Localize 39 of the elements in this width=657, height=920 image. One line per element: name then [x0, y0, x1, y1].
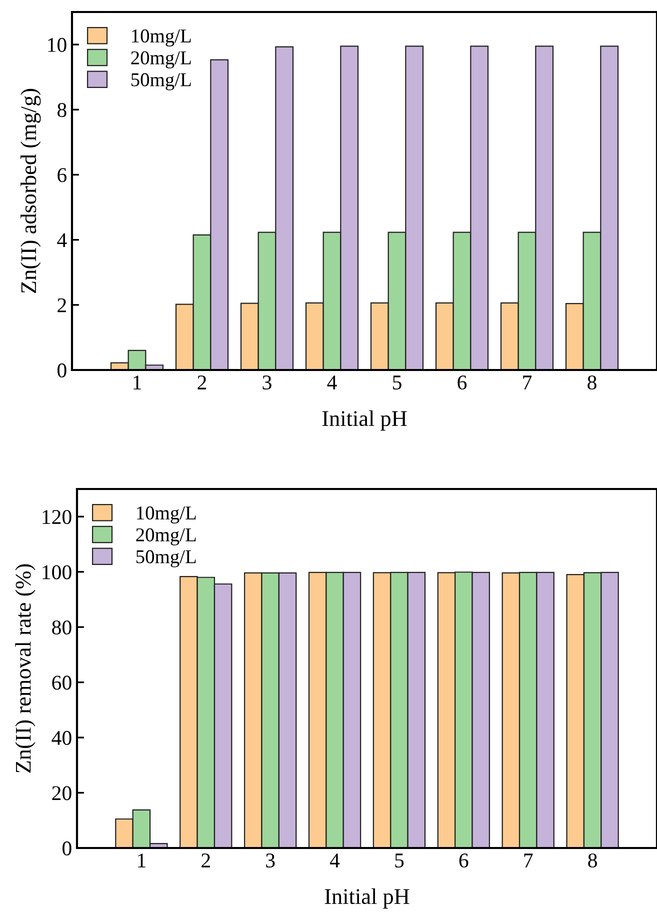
x-axis-title: Initial pH — [322, 410, 407, 431]
y-tick-label: 100 — [42, 565, 72, 580]
y-tick-label: 80 — [52, 620, 72, 635]
x-tick-label: 8 — [588, 853, 597, 868]
y-tick-label: 8 — [58, 103, 66, 118]
y-tick-label: 0 — [58, 363, 66, 378]
y-tick-label: 0 — [62, 841, 72, 856]
x-tick-label: 1 — [138, 854, 146, 868]
legend-label: 20mg/L — [136, 528, 196, 546]
x-tick-label: 6 — [458, 376, 467, 390]
x-tick-label: 5 — [393, 376, 402, 390]
y-tick-label: 40 — [52, 730, 72, 745]
y-tick-label: 60 — [52, 676, 72, 690]
x-tick-label: 7 — [523, 376, 532, 390]
legend-label: 10mg/L — [137, 506, 196, 524]
x-tick-label: 1 — [134, 376, 141, 390]
y-axis-title: Zn(II) removal rate (%) — [15, 564, 36, 773]
y-tick-label: 10 — [48, 38, 66, 52]
y-tick-label: 6 — [58, 168, 67, 182]
x-tick-label: 7 — [524, 854, 533, 868]
y-tick-label: 4 — [57, 233, 67, 248]
y-tick-label: 20 — [52, 786, 72, 800]
x-tick-label: 8 — [588, 375, 596, 390]
x-tick-label: 2 — [198, 376, 206, 390]
x-tick-label: 3 — [266, 854, 275, 868]
legend-label: 50mg/L — [136, 550, 196, 568]
legend-label: 20mg/L — [131, 51, 191, 68]
y-tick-label: 120 — [42, 510, 72, 524]
x-tick-label: 4 — [330, 854, 340, 868]
x-tick-label: 3 — [262, 376, 272, 390]
legend-label: 50mg/L — [131, 73, 191, 90]
x-tick-label: 2 — [202, 854, 210, 868]
x-axis-title: Initial pH — [324, 888, 410, 909]
y-axis-title: Zn(II) adsorbed (mg/g) — [20, 88, 41, 293]
y-tick-label: 2 — [58, 298, 66, 312]
x-tick-label: 5 — [395, 854, 404, 868]
x-tick-label: 6 — [459, 854, 468, 868]
x-tick-label: 4 — [327, 376, 337, 390]
legend-label: 10mg/L — [132, 29, 191, 47]
